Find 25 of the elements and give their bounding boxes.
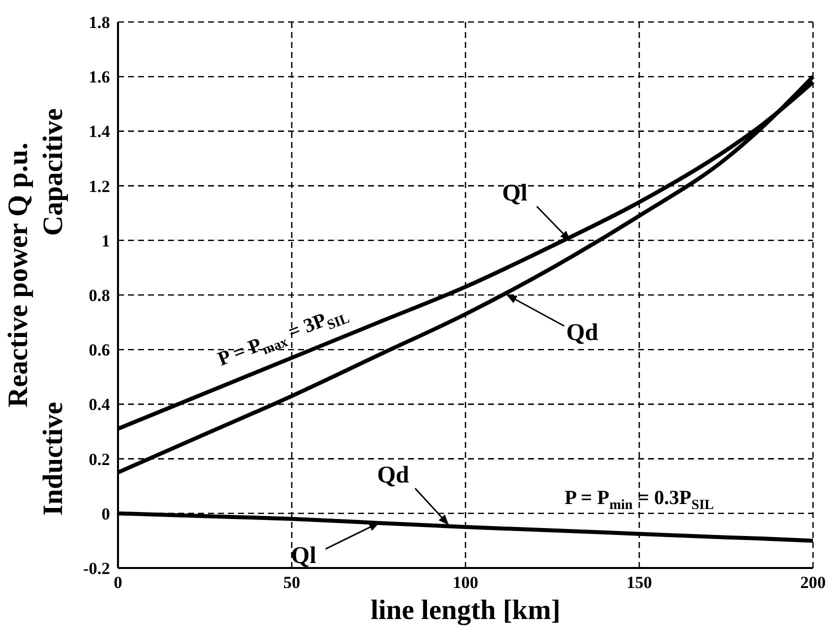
annotation: P = P$_{min}$ = 0.3P$_{SIL}$	[564, 486, 714, 513]
y-tick-label: 0.8	[88, 286, 110, 305]
annotation: Ql	[290, 542, 317, 569]
y-tick-label: 0.4	[88, 395, 110, 414]
x-tick-label: 0	[114, 573, 122, 592]
annotation: Qd	[566, 320, 599, 346]
y-tick-label: 1.4	[88, 122, 110, 142]
y-tick-label: 0.6	[88, 340, 110, 360]
x-tick-label: 50	[283, 573, 300, 592]
text: Inductive	[38, 402, 69, 516]
y-tick-label: 1.2	[88, 176, 110, 196]
y-tick-label: 0.2	[88, 450, 110, 469]
y-tick-label: 1	[102, 231, 110, 250]
annotation: Qd	[377, 462, 410, 488]
y-tick-label: 0	[102, 504, 110, 524]
text: Capacitive	[38, 108, 69, 236]
x-axis-title: line length [km]	[370, 595, 560, 626]
y-tick-label: -0.2	[83, 559, 110, 578]
y-axis-title: Reactive power Q p.u.	[3, 142, 34, 408]
y-tick-label: 1.8	[88, 13, 110, 32]
annotation: Ql	[502, 180, 528, 206]
x-tick-label: 150	[626, 573, 652, 592]
y-tick-label: 1.6	[88, 68, 110, 87]
x-tick-label: 100	[452, 573, 478, 592]
x-tick-label: 200	[800, 573, 826, 592]
